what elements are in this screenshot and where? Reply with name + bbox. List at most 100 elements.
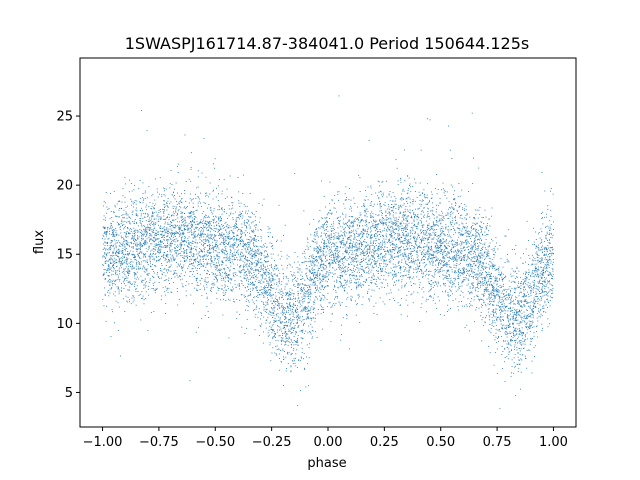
data-point [325, 276, 327, 278]
data-point [395, 228, 397, 230]
data-point [224, 246, 226, 248]
data-point [443, 215, 445, 217]
data-point [166, 216, 168, 218]
data-point [233, 251, 235, 253]
data-point [221, 275, 223, 277]
data-point [525, 294, 527, 296]
data-point [441, 232, 443, 234]
data-point [261, 246, 263, 248]
data-point [381, 253, 383, 255]
data-point [125, 275, 127, 277]
data-point [414, 269, 416, 271]
data-point [149, 259, 151, 261]
data-point [479, 239, 480, 241]
data-point [359, 233, 361, 235]
data-point [145, 236, 147, 238]
data-point [390, 255, 392, 257]
data-point [481, 247, 483, 249]
data-point [269, 269, 270, 271]
data-point [208, 196, 210, 198]
data-point [374, 262, 376, 264]
data-point [216, 281, 218, 283]
data-point [112, 226, 113, 228]
data-point [117, 288, 119, 290]
data-point [336, 246, 338, 247]
data-point [246, 318, 248, 320]
data-point [342, 242, 344, 244]
data-point [217, 254, 219, 256]
data-point [314, 271, 316, 273]
data-point [313, 284, 315, 286]
data-point [528, 287, 530, 289]
data-point [502, 279, 504, 281]
data-point [497, 268, 499, 270]
data-point [377, 273, 379, 274]
data-point [150, 218, 152, 220]
data-point [196, 187, 198, 189]
data-point [320, 304, 322, 306]
data-point [157, 260, 159, 262]
data-point [373, 203, 375, 205]
data-point [514, 291, 516, 293]
data-point [364, 267, 366, 269]
data-point [212, 216, 214, 217]
data-point [544, 263, 546, 265]
data-point [416, 238, 418, 240]
data-point [163, 204, 165, 206]
data-point [529, 285, 531, 286]
data-point [421, 199, 423, 201]
data-point [128, 262, 130, 264]
data-point [288, 256, 290, 258]
data-point [479, 238, 481, 239]
data-point [445, 226, 447, 228]
data-point [219, 288, 221, 290]
data-point [174, 233, 176, 234]
data-point [406, 315, 408, 317]
data-point [527, 325, 529, 327]
data-point [504, 347, 506, 349]
data-point [410, 212, 411, 214]
data-point [464, 226, 466, 228]
data-point [522, 273, 524, 275]
data-point [480, 312, 482, 313]
data-point [221, 232, 223, 234]
data-point [473, 228, 475, 230]
data-point [414, 246, 416, 248]
data-point [541, 249, 543, 251]
data-point [233, 254, 235, 256]
data-point [192, 241, 194, 243]
data-point [113, 268, 115, 270]
data-point [295, 365, 297, 367]
data-point [385, 265, 387, 267]
data-point [265, 286, 267, 288]
data-point [503, 294, 505, 295]
data-point [125, 233, 127, 235]
data-point [214, 257, 216, 259]
data-point [235, 286, 237, 288]
data-point [231, 230, 233, 232]
data-point [297, 359, 299, 361]
data-point [390, 225, 392, 227]
data-point [408, 266, 410, 268]
data-point [118, 216, 120, 218]
data-point [315, 248, 317, 250]
data-point [388, 194, 390, 196]
data-point [254, 296, 256, 298]
data-point [541, 271, 543, 273]
data-point [367, 244, 369, 246]
data-point [524, 280, 526, 282]
data-point [473, 261, 475, 263]
data-point [404, 215, 405, 217]
data-point [313, 241, 314, 242]
data-point [172, 219, 173, 221]
data-point [168, 266, 170, 268]
data-point [177, 224, 179, 226]
data-point [286, 337, 288, 339]
data-point [311, 337, 313, 339]
data-point [293, 312, 295, 314]
data-point [337, 220, 339, 222]
data-point [326, 271, 328, 272]
data-point [517, 311, 519, 313]
data-point [214, 158, 216, 160]
data-point [267, 253, 269, 255]
